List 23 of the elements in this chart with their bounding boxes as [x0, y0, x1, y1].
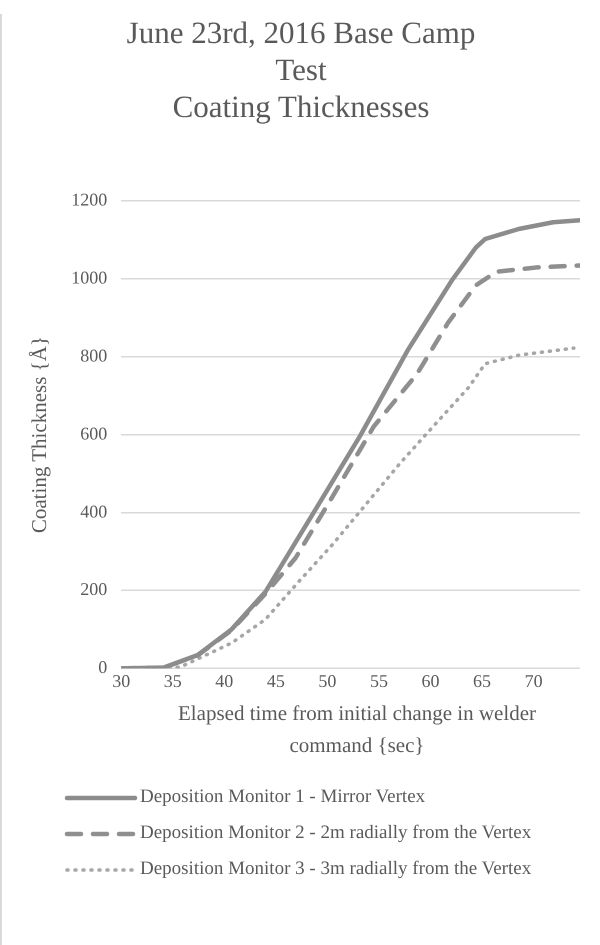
y-tick-label: 1000 [71, 267, 108, 288]
chart-subtitle: Coating Thicknesses [172, 88, 430, 125]
x-tick-label: 70 [524, 670, 543, 691]
y-tick-label: 0 [98, 657, 108, 678]
x-tick-label: 55 [370, 670, 388, 691]
x-tick-label: 35 [164, 670, 182, 691]
x-tick-label: 45 [266, 670, 285, 691]
y-tick-label: 600 [80, 423, 108, 444]
y-tick-label: 400 [80, 501, 108, 522]
legend-label: Deposition Monitor 1 - Mirror Vertex [140, 785, 426, 809]
legend-label: Deposition Monitor 3 - 3m radially from the Vertex [140, 857, 532, 881]
x-tick-label: 30 [112, 670, 130, 691]
y-tick-label: 200 [80, 579, 108, 600]
x-tick-label: 65 [473, 670, 492, 691]
y-axis-title: Coating Thickness {Å} [27, 336, 52, 534]
x-tick-label: 60 [422, 670, 440, 691]
legend-label: Deposition Monitor 2 - 2m radially from the Vertex [140, 821, 532, 845]
x-tick-label: 40 [215, 670, 234, 691]
chart-title: June 23rd, 2016 Base Camp Test [126, 14, 476, 88]
x-tick-label: 50 [318, 670, 336, 691]
y-tick-label: 1200 [71, 190, 108, 210]
y-tick-label: 800 [80, 345, 108, 366]
x-axis-title: Elapsed time from initial change in welder command {sec} [176, 700, 538, 759]
